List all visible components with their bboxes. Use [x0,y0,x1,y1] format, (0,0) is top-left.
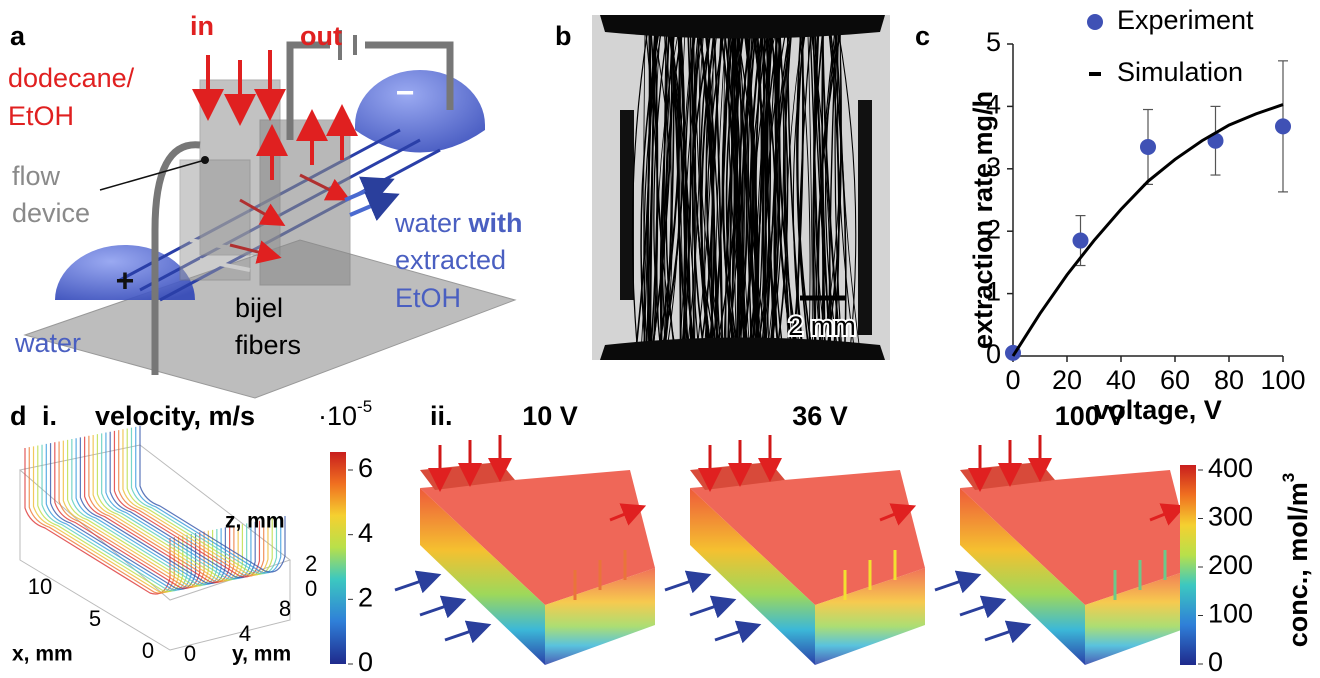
figure: a in out dodecane/ EtOH flow device wate… [0,0,1320,678]
colorbar-tick-label: 0 [358,647,373,677]
outlet-fluid: extracted [395,245,506,275]
velocity-title: velocity, m/s [95,401,255,431]
data-point [1275,118,1291,134]
x-tick-label: 40 [1106,365,1136,395]
water-arrow [985,628,1020,640]
axis-label: x, mm [12,643,73,666]
device-label: flow [12,161,61,191]
y-axis-label: extraction rate mg/h [968,91,998,349]
water-arrow [665,578,700,590]
y-tick-label: 8 [279,596,291,621]
panel-letter: c [915,21,930,51]
colorbar-tick-label: 2 [358,582,373,612]
y-tick-label: 4 [239,621,251,646]
electrode-minus: − [396,74,415,110]
water-arrow [960,603,995,615]
electrode-plus: + [116,262,135,298]
fiber-label: bijel [235,293,283,323]
multiplier: ·10-5 [318,397,372,431]
water-arrow [445,628,480,640]
voltage-label: 36 V [792,401,848,431]
x-tick-label: 80 [1214,365,1244,395]
concentration-maps [395,435,1195,665]
z-tick-label: 0 [305,576,317,601]
x-tick-label: 100 [1260,365,1305,395]
legend-marker [1087,14,1103,30]
axis-label: z, mm [225,510,285,533]
legend-label: Simulation [1117,57,1243,87]
device-label: device [12,198,90,228]
page: {"panel_a": {"letter": "a", "in": "in", … [0,0,1320,678]
z-tick-label: 2 [305,551,317,576]
x-tick-label: 5 [89,606,101,631]
colorbar-label: conc., mol/m3 [1279,473,1313,648]
fiber-label: fibers [235,330,301,360]
water-arrow [690,603,725,615]
colorbar-tick-label: 6 [358,453,373,483]
multiplier-base: ·10 [318,401,357,431]
streamline-plot [20,426,290,650]
outlet-label: out [300,21,342,51]
outlet-fluid: EtOH [395,283,461,313]
inlet-fluid: dodecane/ [8,63,135,93]
axis-label: y, mm [232,643,291,666]
colorbar-tick-label: 0 [1208,647,1223,677]
colorbar [330,452,346,664]
scale-bar-label: 2 mm [788,311,856,341]
y-tick-label: 5 [986,27,1001,57]
colorbar-tick-label: 4 [358,518,373,548]
colorbar-label-text: conc., mol/m [1283,482,1313,647]
voltage-label: 100 V [1055,401,1126,431]
colorbar-tick-label: 400 [1208,453,1253,483]
subpanel-label: i. [42,401,57,431]
colorbar-label-exponent: 3 [1279,473,1298,482]
subpanel-label: ii. [430,401,453,431]
voltage-label: 10 V [522,401,578,431]
panel-letter: b [555,21,572,51]
outlet-fluid-text: water [394,208,469,238]
data-point [1140,139,1156,155]
reservoir-label: water [14,328,81,358]
micrograph [592,15,890,360]
x-tick-label: 0 [142,638,154,663]
x-tick-label: 0 [1005,365,1020,395]
y-tick-label: 0 [184,641,196,666]
legend-label: Experiment [1117,5,1254,35]
x-tick-label: 10 [28,574,52,599]
outlet-fluid: water with [394,208,523,238]
colorbar [1180,465,1196,665]
colorbar-tick-label: 300 [1208,502,1253,532]
panel-letter: a [10,21,26,51]
inlet-fluid: EtOH [8,101,74,131]
multiplier-exponent: -5 [357,397,372,416]
data-point [1073,233,1089,249]
colorbar-tick-label: 100 [1208,599,1253,629]
x-tick-label: 20 [1052,365,1082,395]
outlet-fluid-bold: with [468,208,523,238]
panel-letter: d [10,401,27,431]
water-arrow [935,578,970,590]
water-arrow [715,628,750,640]
water-arrow [420,603,455,615]
water-arrow [395,578,430,590]
colorbar-tick-label: 200 [1208,550,1253,580]
x-tick-label: 60 [1160,365,1190,395]
inlet-label: in [190,11,214,41]
